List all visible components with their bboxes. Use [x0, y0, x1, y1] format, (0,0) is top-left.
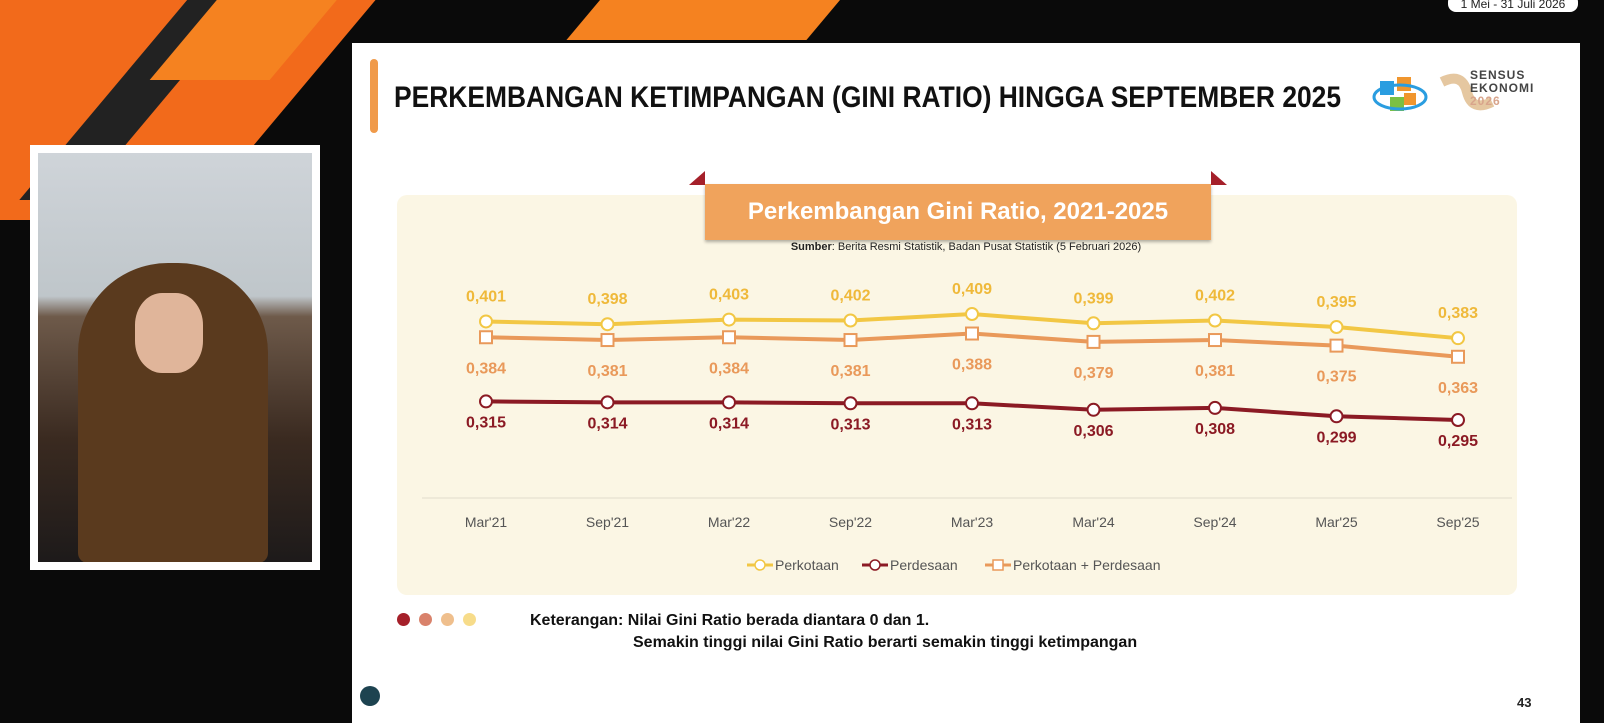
dot: [441, 613, 454, 626]
data-point: [600, 317, 615, 332]
legend-marker: [754, 559, 766, 571]
data-label: 0,384: [709, 360, 749, 377]
slide-title: PERKEMBANGAN KETIMPANGAN (GINI RATIO) HI…: [394, 81, 1342, 114]
data-label: 0,402: [830, 288, 870, 305]
data-label: 0,399: [1073, 290, 1113, 307]
bps-logo-icon: [1372, 73, 1495, 111]
date-badge: 1 Mei - 31 Juli 2026: [1448, 0, 1578, 12]
data-label: 0,299: [1316, 429, 1356, 446]
data-label: 0,401: [466, 288, 506, 305]
data-point: [479, 394, 493, 409]
x-tick-label: Sep'21: [586, 514, 629, 530]
data-label: 0,403: [709, 287, 749, 304]
data-label: 0,409: [952, 281, 992, 298]
chart-note: Keterangan: Nilai Gini Ratio berada dian…: [530, 612, 1138, 651]
x-tick-label: Mar'21: [465, 514, 508, 530]
sensus-ekonomi-logo: SENSUS EKONOMI 2026: [1470, 68, 1535, 108]
data-point: [479, 330, 493, 345]
data-point: [1329, 338, 1344, 353]
decorative-dots: [397, 613, 476, 626]
legend-label: Perkotaan + Perdesaan: [1013, 557, 1161, 573]
data-point: [843, 333, 858, 348]
data-point: [479, 314, 493, 329]
x-tick-label: Mar'22: [708, 514, 751, 530]
data-label: 0,381: [830, 363, 870, 380]
data-point: [1451, 331, 1465, 346]
data-point: [1208, 333, 1222, 348]
legend-label: Perdesaan: [890, 557, 958, 573]
data-point: [1086, 402, 1101, 417]
data-label: 0,295: [1438, 433, 1478, 450]
data-point: [722, 312, 736, 327]
data-label: 0,388: [952, 357, 992, 374]
pen-tool-icon[interactable]: [360, 686, 380, 706]
chart-title: Perkembangan Gini Ratio, 2021-2025: [705, 184, 1211, 240]
data-point: [1208, 313, 1222, 328]
data-point: [722, 395, 736, 410]
data-point: [1451, 413, 1465, 428]
data-point: [843, 396, 858, 411]
data-label: 0,375: [1316, 369, 1356, 386]
data-point: [600, 395, 615, 410]
data-label: 0,398: [587, 291, 627, 308]
data-label: 0,308: [1195, 421, 1235, 438]
gini-line-chart: Mar'21 Sep'21 Mar'22 Sep'22 Mar'23 Mar'24 Sep'…: [422, 281, 1512, 573]
chart-source: Sumber: Berita Resmi Statistik, Badan Pu…: [790, 241, 1142, 253]
data-point: [1329, 320, 1344, 335]
data-label: 0,306: [1073, 423, 1113, 440]
chart-card: [397, 195, 1517, 595]
data-label: 0,402: [1195, 288, 1235, 305]
data-label: 0,313: [952, 416, 992, 433]
x-tick-label: Mar'25: [1315, 514, 1358, 530]
data-point: [1086, 316, 1101, 331]
presentation-slide: PERKEMBANGAN KETIMPANGAN (GINI RATIO) HI…: [352, 43, 1580, 723]
data-point: [965, 326, 979, 341]
data-point: [1208, 400, 1222, 415]
legend-marker: [992, 559, 1004, 571]
data-label: 0,381: [1195, 363, 1235, 380]
data-label: 0,314: [709, 415, 749, 432]
data-point: [1451, 349, 1465, 364]
data-point: [1329, 409, 1344, 424]
data-label: 0,363: [1438, 380, 1478, 397]
legend-label: Perkotaan: [775, 557, 839, 573]
data-label: 0,314: [587, 415, 627, 432]
data-label: 0,395: [1316, 294, 1356, 311]
data-point: [600, 333, 615, 348]
x-tick-label: Sep'25: [1436, 514, 1479, 530]
data-label: 0,315: [466, 414, 506, 431]
x-tick-label: Mar'24: [1072, 514, 1115, 530]
title-accent-bar: [370, 59, 378, 133]
dot: [419, 613, 432, 626]
data-label: 0,384: [466, 360, 506, 377]
page-number: 43: [1517, 695, 1532, 710]
x-tick-label: Sep'22: [829, 514, 872, 530]
data-label: 0,383: [1438, 305, 1478, 322]
data-label: 0,381: [587, 363, 627, 380]
x-tick-label: Mar'23: [951, 514, 994, 530]
data-label: 0,313: [830, 416, 870, 433]
data-point: [1086, 334, 1101, 349]
data-point: [965, 307, 979, 321]
data-label: 0,379: [1073, 365, 1113, 382]
data-point: [722, 330, 736, 345]
webcam-video: [30, 145, 320, 570]
data-point: [843, 313, 858, 328]
data-point: [965, 396, 979, 411]
x-tick-label: Sep'24: [1193, 514, 1236, 530]
legend-marker: [869, 559, 881, 571]
dot: [397, 613, 410, 626]
dot: [463, 613, 476, 626]
